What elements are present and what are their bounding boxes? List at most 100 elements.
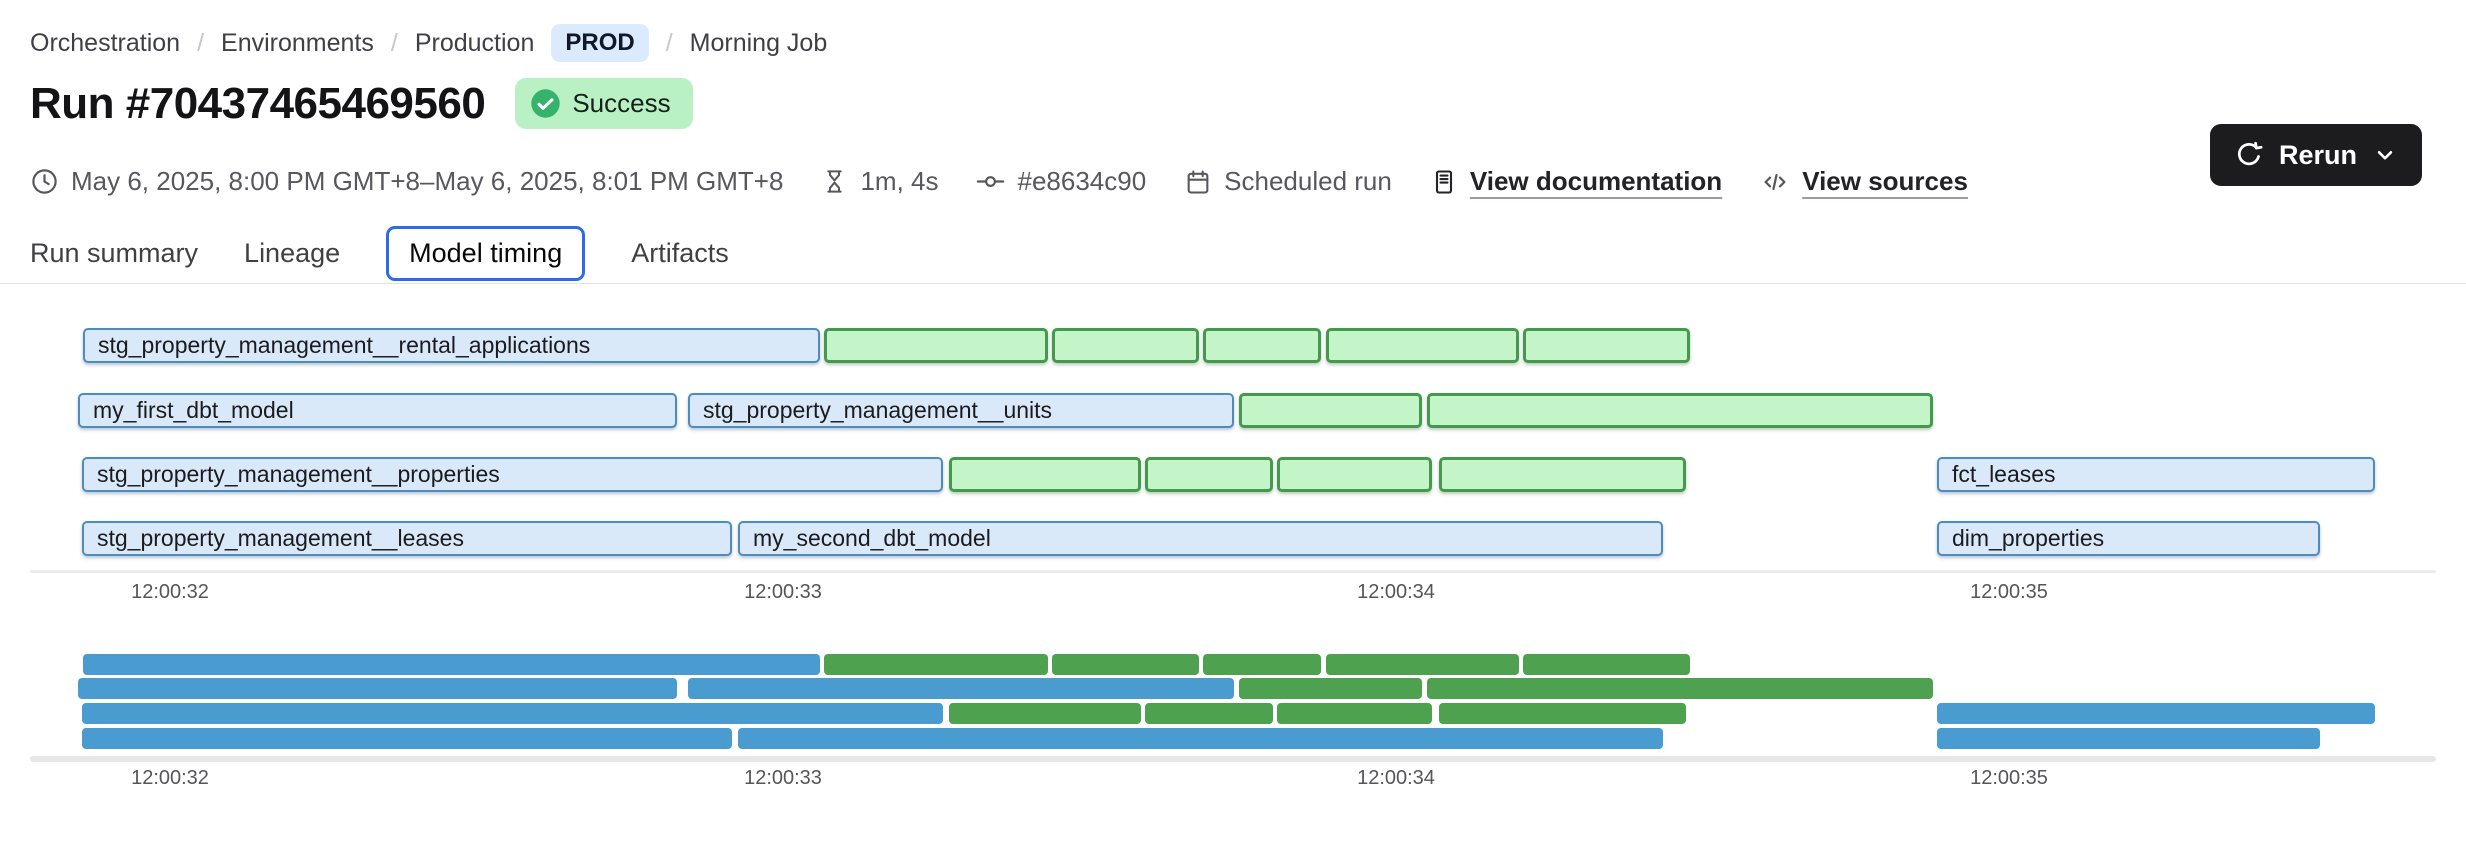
minimap-bar[interactable] [1937, 703, 2375, 724]
gantt-bar[interactable] [1427, 393, 1933, 428]
gantt-bar-label: my_second_dbt_model [753, 525, 991, 551]
gantt-bar-label: stg_property_management__properties [97, 461, 500, 487]
minimap-bar[interactable] [1937, 728, 2320, 749]
hourglass-icon [827, 170, 843, 193]
gantt-bar[interactable] [1239, 393, 1422, 428]
check-circle-icon [531, 89, 561, 118]
gantt-bar[interactable] [1052, 328, 1199, 363]
gantt-bar[interactable]: my_first_dbt_model [78, 393, 677, 428]
gantt-bar-label: my_first_dbt_model [93, 397, 294, 423]
run-trigger: Scheduled run [1184, 166, 1392, 197]
minimap-bar[interactable] [1277, 703, 1432, 724]
status-label: Success [572, 88, 671, 118]
tab-lineage[interactable]: Lineage [244, 238, 341, 268]
axis-tick-label: 12:00:33 [744, 767, 822, 789]
axis-tick-label: 12:00:32 [131, 581, 209, 603]
minimap-bar[interactable] [1439, 703, 1686, 724]
axis-tick-label: 12:00:34 [1357, 767, 1435, 789]
tab-run-summary[interactable]: Run summary [30, 238, 199, 268]
breadcrumb: Orchestration / Environments / Productio… [30, 24, 827, 62]
gantt-bar[interactable]: stg_property_management__rental_applicat… [83, 328, 820, 363]
gantt-bar-label: stg_property_management__leases [97, 525, 464, 551]
status-badge: Success [515, 78, 693, 129]
rerun-label: Rerun [2278, 139, 2357, 170]
documentation-icon [1435, 169, 1452, 194]
gantt-bar[interactable]: stg_property_management__leases [82, 521, 732, 556]
gantt-bar[interactable] [1203, 328, 1321, 363]
gantt-bar[interactable] [1277, 457, 1432, 492]
gantt-bar-label: stg_property_management__rental_applicat… [98, 332, 591, 358]
minimap-bar[interactable] [1427, 678, 1933, 699]
gantt-bar-label: dim_properties [1952, 525, 2105, 551]
gantt-bar[interactable] [1523, 328, 1690, 363]
view-documentation-label[interactable]: View documentation [1469, 166, 1723, 196]
calendar-icon [1187, 169, 1209, 194]
run-duration: 1m, 4s [821, 166, 938, 197]
minimap-bar[interactable] [688, 678, 1234, 699]
tabs-divider [0, 283, 2466, 284]
breadcrumb-separator: / [197, 28, 205, 57]
view-sources-label[interactable]: View sources [1802, 166, 1968, 196]
axis-tick-label: 12:00:33 [744, 581, 822, 603]
tab-model-timing[interactable]: Model timing [386, 226, 586, 281]
run-meta: May 6, 2025, 8:00 PM GMT+8–May 6, 2025, … [30, 166, 1968, 197]
breadcrumb-orchestration[interactable]: Orchestration [30, 28, 181, 57]
breadcrumb-separator: / [665, 28, 673, 57]
minimap-bar[interactable] [82, 728, 732, 749]
axis-tick-label: 12:00:34 [1357, 581, 1435, 603]
gantt-bar[interactable]: fct_leases [1937, 457, 2375, 492]
run-schedule-text: May 6, 2025, 8:00 PM GMT+8–May 6, 2025, … [71, 166, 784, 196]
gantt-bar[interactable] [949, 457, 1141, 492]
gantt-bar[interactable] [824, 328, 1048, 363]
gantt-main-baseline [30, 570, 2436, 573]
run-commit: #e8634c90 [976, 166, 1146, 197]
rerun-button[interactable]: Rerun [2209, 124, 2422, 186]
chevron-down-icon [2377, 150, 2393, 160]
gantt-bar[interactable] [1326, 328, 1519, 363]
run-trigger-text: Scheduled run [1224, 166, 1392, 196]
gantt-bar-label: stg_property_management__units [703, 397, 1053, 423]
minimap-bar[interactable] [1326, 654, 1519, 675]
breadcrumb-production[interactable]: Production [414, 28, 535, 57]
tab-bar: Run summary Lineage Model timing Artifac… [30, 226, 729, 281]
run-schedule: May 6, 2025, 8:00 PM GMT+8–May 6, 2025, … [30, 166, 783, 197]
page-title: Run #70437465469560 [30, 78, 486, 128]
view-sources-link[interactable]: View sources [1760, 166, 1968, 197]
gantt-bar-label: fct_leases [1952, 461, 2056, 487]
environment-badge: PROD [551, 24, 649, 62]
view-documentation-link[interactable]: View documentation [1430, 166, 1722, 197]
gantt-bar[interactable]: my_second_dbt_model [738, 521, 1663, 556]
breadcrumb-morning-job[interactable]: Morning Job [689, 28, 828, 57]
minimap-bar[interactable] [82, 703, 943, 724]
minimap-bar[interactable] [1239, 678, 1422, 699]
minimap-track[interactable] [30, 756, 2436, 762]
code-icon [1764, 173, 1786, 190]
minimap-bar[interactable] [83, 654, 820, 675]
gantt-bar[interactable]: stg_property_management__properties [82, 457, 943, 492]
minimap-bar[interactable] [949, 703, 1141, 724]
tab-artifacts[interactable]: Artifacts [631, 238, 729, 268]
axis-tick-label: 12:00:35 [1970, 581, 2048, 603]
axis-tick-label: 12:00:35 [1970, 767, 2048, 789]
gantt-bar[interactable]: dim_properties [1937, 521, 2320, 556]
commit-icon [977, 176, 1005, 187]
gantt-bar[interactable]: stg_property_management__units [688, 393, 1234, 428]
minimap-bar[interactable] [738, 728, 1663, 749]
minimap-bar[interactable] [78, 678, 677, 699]
refresh-icon [2237, 141, 2263, 166]
title-row: Run #70437465469560 Success [30, 78, 693, 129]
minimap-bar[interactable] [1052, 654, 1199, 675]
breadcrumb-separator: / [390, 28, 398, 57]
clock-icon [32, 169, 57, 194]
run-commit-text: #e8634c90 [1017, 166, 1147, 196]
run-duration-text: 1m, 4s [860, 166, 939, 196]
minimap-bar[interactable] [1145, 703, 1273, 724]
minimap-bar[interactable] [1523, 654, 1690, 675]
gantt-bar[interactable] [1145, 457, 1273, 492]
minimap-bar[interactable] [1203, 654, 1321, 675]
gantt-bar[interactable] [1439, 457, 1686, 492]
axis-tick-label: 12:00:32 [131, 767, 209, 789]
breadcrumb-environments[interactable]: Environments [221, 28, 374, 57]
minimap-bar[interactable] [824, 654, 1048, 675]
